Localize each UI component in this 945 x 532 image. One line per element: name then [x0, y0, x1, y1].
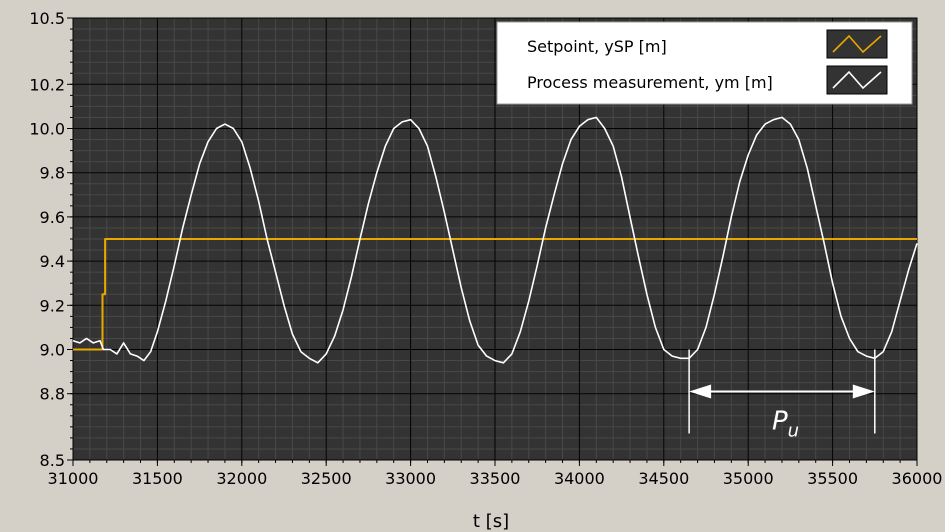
x-tick-label: 33500: [470, 469, 521, 488]
legend-label: Setpoint, ySP [m]: [527, 37, 667, 56]
process-measurement-line: [72, 116, 918, 364]
x-tick-label: 34500: [638, 469, 689, 488]
x-tick-label: 33000: [385, 469, 436, 488]
x-axis-label: t [s]: [473, 511, 509, 532]
y-tick-label: 9.0: [40, 341, 65, 360]
y-tick-label: 9.2: [40, 296, 65, 315]
y-tick-label: 9.8: [40, 164, 65, 183]
legend: Setpoint, ySP [m] Process measurement, ym…: [496, 21, 913, 105]
annotation-layer: Pu: [688, 349, 876, 441]
y-tick-label: 10.2: [29, 75, 65, 94]
y-tick-label: 9.6: [40, 208, 65, 227]
y-tick-label: 10.5: [29, 9, 65, 28]
y-tick-label: 9.4: [40, 252, 65, 271]
y-tick-label: 10.0: [29, 120, 65, 139]
legend-swatch-line: [832, 70, 882, 90]
x-tick-label: 31500: [132, 469, 183, 488]
x-tick-label: 32000: [216, 469, 267, 488]
series-layer: [72, 116, 918, 364]
setpoint-line: [73, 238, 917, 351]
period-arrow-head-left: [689, 384, 712, 399]
period-label: Pu: [772, 406, 799, 441]
y-tick-label: 8.5: [40, 451, 65, 470]
x-tick-label: 31000: [48, 469, 99, 488]
y-tick-label: 8.8: [40, 385, 65, 404]
x-tick-label: 36000: [892, 469, 943, 488]
x-tick-label: 35500: [807, 469, 858, 488]
legend-label: Process measurement, ym [m]: [527, 73, 773, 92]
x-tick-label: 34000: [554, 469, 605, 488]
legend-swatch-line: [832, 34, 882, 54]
period-label-subscript: u: [788, 420, 799, 441]
x-tick-label: 35000: [723, 469, 774, 488]
x-tick-label: 32500: [301, 469, 352, 488]
axis-layer: 31000 31500 32000 32500 33000 33500 34000 34500…: [29, 9, 942, 488]
period-arrow-head-right: [852, 384, 875, 399]
period-label-main: P: [772, 406, 788, 436]
